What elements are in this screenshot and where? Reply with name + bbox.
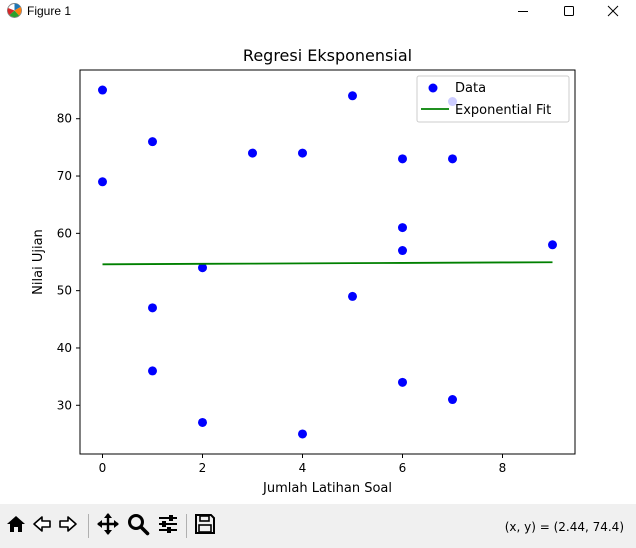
- back-arrow-icon: [31, 513, 53, 539]
- home-icon: [5, 513, 27, 539]
- y-axis-label: Nilai Ujian: [31, 229, 46, 295]
- data-point: [398, 223, 407, 233]
- legend-fit-label: Exponential Fit: [455, 103, 551, 118]
- data-point: [248, 148, 257, 158]
- data-point: [348, 91, 357, 101]
- x-tick-label: 4: [299, 461, 307, 475]
- legend-data-label: Data: [455, 81, 486, 96]
- forward-button[interactable]: [56, 514, 80, 538]
- data-point: [298, 148, 307, 158]
- data-point: [98, 85, 107, 95]
- y-tick-label: 40: [57, 341, 72, 355]
- pan-icon: [96, 512, 120, 540]
- matplotlib-figure-icon: [6, 2, 23, 19]
- chart: 0 2 4 6 8 30 40 50 60 70 80 Regresi Eksponensial J…: [31, 46, 576, 496]
- x-axis-label: Jumlah Latihan Soal: [262, 481, 392, 496]
- configure-subplots-button[interactable]: [156, 514, 180, 538]
- exponential-fit-line: [102, 261, 553, 266]
- axes-frame: [79, 69, 576, 455]
- data-point: [148, 303, 157, 313]
- data-point: [398, 377, 407, 387]
- data-point: [348, 291, 357, 301]
- data-point: [148, 366, 157, 376]
- legend-data-marker: [428, 83, 438, 93]
- y-tick-label: 50: [57, 284, 72, 298]
- data-point: [548, 240, 557, 250]
- chart-title: Regresi Eksponensial: [243, 46, 412, 65]
- pan-button[interactable]: [96, 512, 120, 540]
- data-point: [448, 154, 457, 164]
- configure-subplots-icon: [156, 512, 180, 540]
- data-point: [298, 429, 307, 439]
- x-tick-label: 6: [399, 461, 407, 475]
- y-tick-label: 30: [57, 398, 72, 412]
- save-button[interactable]: [193, 514, 217, 538]
- window-titlebar: Figure 1: [0, 0, 636, 22]
- data-point: [148, 137, 157, 147]
- zoom-button[interactable]: [126, 514, 150, 538]
- minimize-icon: [517, 5, 529, 17]
- save-icon: [194, 513, 216, 539]
- y-tick-label: 70: [57, 169, 72, 183]
- x-tick-label: 8: [499, 461, 507, 475]
- minimize-button[interactable]: [500, 0, 546, 22]
- legend-box: [416, 75, 570, 123]
- home-button[interactable]: [4, 514, 28, 538]
- window-title: Figure 1: [27, 4, 72, 18]
- forward-arrow-icon: [57, 513, 79, 539]
- y-tick-label: 60: [57, 226, 72, 240]
- x-tick-label: 2: [199, 461, 207, 475]
- data-point: [98, 177, 107, 187]
- legend: Data Exponential Fit: [416, 75, 570, 123]
- toolbar-separator: [186, 514, 187, 538]
- navigation-toolbar: (x, y) = (2.44, 74.4): [0, 504, 636, 548]
- cursor-coordinates: (x, y) = (2.44, 74.4): [504, 520, 624, 534]
- back-button[interactable]: [30, 514, 54, 538]
- maximize-button[interactable]: [546, 0, 592, 22]
- maximize-icon: [563, 5, 575, 17]
- data-point: [448, 395, 457, 405]
- data-point: [198, 417, 207, 427]
- close-icon: [607, 5, 619, 17]
- close-button[interactable]: [590, 0, 636, 22]
- data-point: [398, 246, 407, 256]
- data-point: [198, 263, 207, 273]
- figure-canvas[interactable]: 0 2 4 6 8 30 40 50 60 70 80 Regresi Eksponensial J…: [0, 22, 636, 504]
- y-tick-label: 80: [57, 112, 72, 126]
- x-tick-label: 0: [99, 461, 107, 475]
- data-point: [398, 154, 407, 164]
- zoom-icon: [126, 512, 150, 540]
- toolbar-separator: [88, 514, 89, 538]
